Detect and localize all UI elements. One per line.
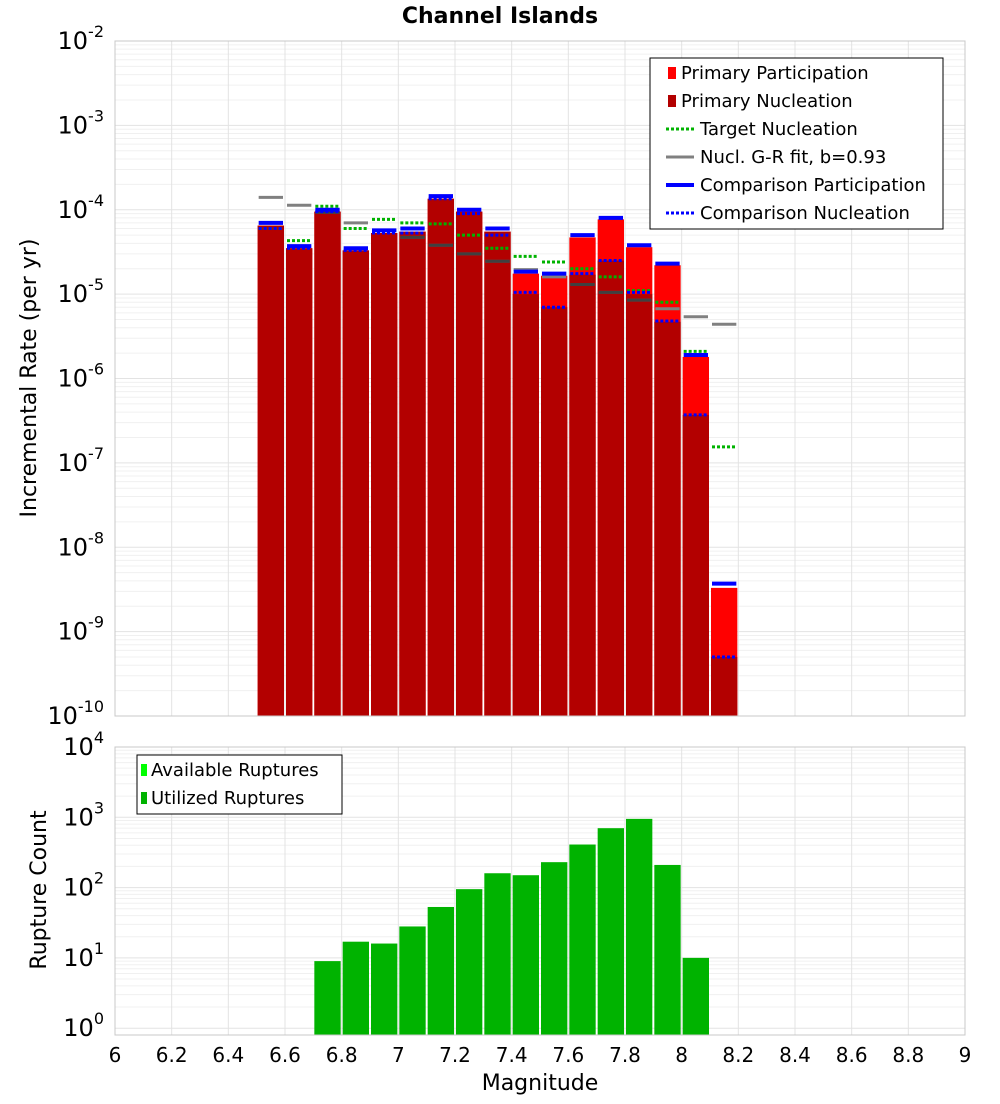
x-axis-label: Magnitude <box>482 1071 599 1096</box>
nucleation-bar <box>541 307 568 716</box>
rupture-count-bar <box>399 926 426 1035</box>
rupture-count-bar <box>314 961 341 1035</box>
rate-y-tick-label: 10-6 <box>58 360 105 393</box>
nucleation-bar <box>371 233 398 716</box>
rupture-count-bar <box>371 943 398 1035</box>
x-tick-label: 7.4 <box>496 1043 528 1067</box>
rate-panel: 10-10 10-9 10-8 10-7 10-6 10-5 10-4 10-3 10-2 Pri… <box>47 22 966 730</box>
x-tick-label: 8.8 <box>892 1043 924 1067</box>
top-y-axis-label: Incremental Rate (per yr) <box>17 239 42 518</box>
rupture-count-bar <box>569 844 596 1035</box>
count-y-tick-label: 102 <box>63 869 104 902</box>
x-tick-label: 6.2 <box>156 1043 188 1067</box>
nucleation-bar <box>286 248 313 717</box>
rupture-count-bar <box>541 862 568 1035</box>
rate-legend-label: Primary Nucleation <box>681 91 853 112</box>
nucleation-bar <box>597 260 624 716</box>
nucleation-bar <box>626 294 653 716</box>
count-y-tick-label: 101 <box>63 939 104 972</box>
count-legend-label: Available Ruptures <box>151 760 319 781</box>
x-tick-label: 8.4 <box>779 1043 811 1067</box>
count-legend-swatch <box>141 764 147 776</box>
x-tick-label: 9 <box>959 1043 972 1067</box>
x-tick-label: 7.2 <box>439 1043 471 1067</box>
x-tick-label: 6.4 <box>212 1043 244 1067</box>
nucleation-bar <box>569 274 596 716</box>
rate-y-tick-label: 10-5 <box>58 275 105 308</box>
rupture-count-bar <box>342 941 369 1035</box>
rupture-count-bar <box>682 957 709 1035</box>
rupture-count-bar <box>484 873 511 1035</box>
bottom-y-axis-label: Rupture Count <box>27 810 52 970</box>
rupture-count-bar <box>427 906 454 1035</box>
count-legend-swatch <box>141 792 147 804</box>
count-legend-label: Utilized Ruptures <box>151 788 304 809</box>
nucleation-bar <box>654 321 681 716</box>
x-tick-label: 7.6 <box>552 1043 584 1067</box>
rate-y-tick-label: 10-2 <box>58 22 105 55</box>
count-legend: Available Ruptures Utilized Ruptures <box>136 754 343 815</box>
x-tick-label: 6 <box>109 1043 122 1067</box>
rupture-count-bar <box>512 875 539 1035</box>
rate-y-tick-label: 10-4 <box>58 191 105 224</box>
nucleation-bar <box>682 414 709 716</box>
x-tick-label: 7 <box>392 1043 405 1067</box>
rate-y-tick-label: 10-9 <box>58 613 105 646</box>
rate-y-tick-label: 10-10 <box>47 697 104 730</box>
rate-legend-swatch <box>668 67 676 79</box>
count-y-tick-label: 104 <box>63 728 104 761</box>
nucleation-bar <box>257 225 284 716</box>
chart-title: Channel Islands <box>402 4 598 29</box>
rupture-count-bar <box>597 828 624 1035</box>
rate-legend-label: Primary Participation <box>681 63 869 84</box>
count-y-tick-label: 103 <box>63 798 104 831</box>
nucleation-bar <box>399 231 426 716</box>
rate-legend-label: Nucl. G-R fit, b=0.93 <box>700 147 886 168</box>
rate-legend-swatch <box>668 95 676 107</box>
rupture-count-bar <box>626 818 653 1035</box>
rate-y-tick-label: 10-8 <box>58 528 105 561</box>
x-tick-label: 6.8 <box>326 1043 358 1067</box>
nucleation-bar <box>512 294 539 716</box>
nucleation-bar <box>484 231 511 716</box>
rupture-count-bar <box>654 864 681 1035</box>
x-tick-label: 7.8 <box>609 1043 641 1067</box>
nucleation-bar <box>427 198 454 717</box>
count-y-tick-label: 100 <box>63 1009 104 1042</box>
x-tick-label: 8.6 <box>836 1043 868 1067</box>
x-tick-label: 6.6 <box>269 1043 301 1067</box>
nucleation-bar <box>456 211 483 716</box>
count-plot-border <box>114 746 966 1036</box>
rate-plot-border <box>114 40 966 717</box>
rate-legend-label: Target Nucleation <box>699 119 858 140</box>
nucleation-bar <box>314 211 341 716</box>
rate-legend-label: Comparison Nucleation <box>700 203 910 224</box>
nucleation-bar <box>342 250 369 717</box>
nucleation-bar <box>711 657 738 716</box>
rupture-count-bar <box>456 889 483 1035</box>
rate-legend-box <box>649 57 944 230</box>
x-tick-label: 8.2 <box>722 1043 754 1067</box>
rupture-count-panel: 100 101 102 103 104 6 6.2 6.4 6.6 6.8 7 7.2 7.4 7.6 7.… <box>63 728 971 1067</box>
x-tick-label: 8 <box>675 1043 688 1067</box>
rate-y-tick-label: 10-7 <box>58 444 105 477</box>
rate-legend-label: Comparison Participation <box>700 175 926 196</box>
rate-y-tick-label: 10-3 <box>58 106 105 139</box>
rate-legend: Primary Participation Primary Nucleation T… <box>649 57 944 230</box>
count-legend-box <box>136 754 343 815</box>
